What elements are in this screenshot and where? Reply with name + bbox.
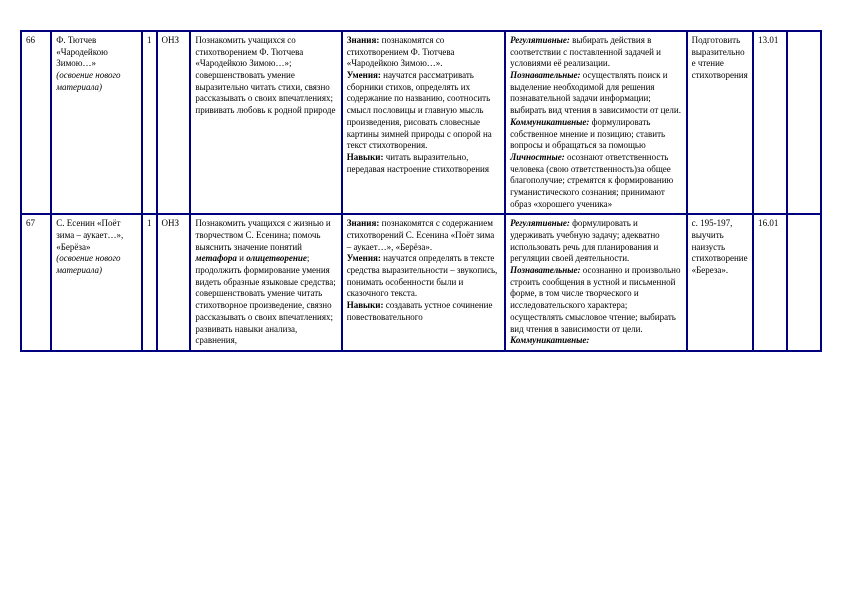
uud-label: Личностные: xyxy=(510,152,565,162)
uud-label: Коммуникативные: xyxy=(510,117,589,127)
date-cell: 16.01 xyxy=(753,214,787,351)
table-row: 67 С. Есенин «Поёт зима – аукает…», «Бер… xyxy=(21,214,821,351)
knowledge-label: Навыки: xyxy=(347,152,384,162)
uud-cell: Регулятивные: выбирать действия в соотве… xyxy=(505,31,687,214)
type-cell: ОНЗ xyxy=(157,214,191,351)
topic-cell: С. Есенин «Поёт зима – аукает…», «Берёза… xyxy=(51,214,142,351)
topic-cell: Ф. Тютчев «Чародейкою Зимою…» (освоение … xyxy=(51,31,142,214)
knowledge-label: Знания: xyxy=(347,35,380,45)
uud-label: Коммуникативные: xyxy=(510,335,589,345)
type-cell: ОНЗ xyxy=(157,31,191,214)
goals-cell: Познакомить учащихся с жизнью и творчест… xyxy=(190,214,341,351)
topic-note: (освоение нового материала) xyxy=(56,253,120,275)
hours-cell: 1 xyxy=(142,31,157,214)
topic-title: С. Есенин «Поёт зима – аукает…», «Берёза… xyxy=(56,218,123,251)
lesson-number-cell: 67 xyxy=(21,214,51,351)
knowledge-label: Навыки: xyxy=(347,300,384,310)
table-row: 66 Ф. Тютчев «Чародейкою Зимою…» (освоен… xyxy=(21,31,821,214)
homework-cell: Подготовить выразительное чтение стихотв… xyxy=(687,31,754,214)
knowledge-text: научатся рассматривать сборники стихов, … xyxy=(347,70,492,150)
goals-pre: Познакомить учащихся с жизнью и творчест… xyxy=(195,218,330,251)
uud-label: Познавательные: xyxy=(510,265,580,275)
empty-cell xyxy=(787,31,821,214)
uud-text: осознанно и произвольно строить сообщени… xyxy=(510,265,680,333)
uud-cell: Регулятивные: формулировать и удерживать… xyxy=(505,214,687,351)
hours-cell: 1 xyxy=(142,214,157,351)
homework-cell: с. 195-197, выучить наизусть стихотворен… xyxy=(687,214,754,351)
topic-note: (освоение нового материала) xyxy=(56,70,120,92)
uud-label: Познавательные: xyxy=(510,70,580,80)
curriculum-table: 66 Ф. Тютчев «Чародейкою Зимою…» (освоен… xyxy=(20,30,822,352)
topic-title: Ф. Тютчев «Чародейкою Зимою…» xyxy=(56,35,108,68)
knowledge-label: Умения: xyxy=(347,253,381,263)
empty-cell xyxy=(787,214,821,351)
uud-label: Регулятивные: xyxy=(510,218,570,228)
lesson-number-cell: 66 xyxy=(21,31,51,214)
goals-mid: и xyxy=(237,253,246,263)
goals-cell: Познакомить учащихся со стихотворением Ф… xyxy=(190,31,341,214)
date-cell: 13.01 xyxy=(753,31,787,214)
goals-post: ; продолжить формирование умения видеть … xyxy=(195,253,335,345)
knowledge-label: Знания: xyxy=(347,218,380,228)
knowledge-label: Умения: xyxy=(347,70,381,80)
uud-label: Регулятивные: xyxy=(510,35,570,45)
knowledge-cell: Знания: познакомятся со стихотворением Ф… xyxy=(342,31,505,214)
knowledge-cell: Знания: познакомятся с содержанием стихо… xyxy=(342,214,505,351)
goals-term: олицетворение xyxy=(246,253,307,263)
goals-term: метафора xyxy=(195,253,236,263)
